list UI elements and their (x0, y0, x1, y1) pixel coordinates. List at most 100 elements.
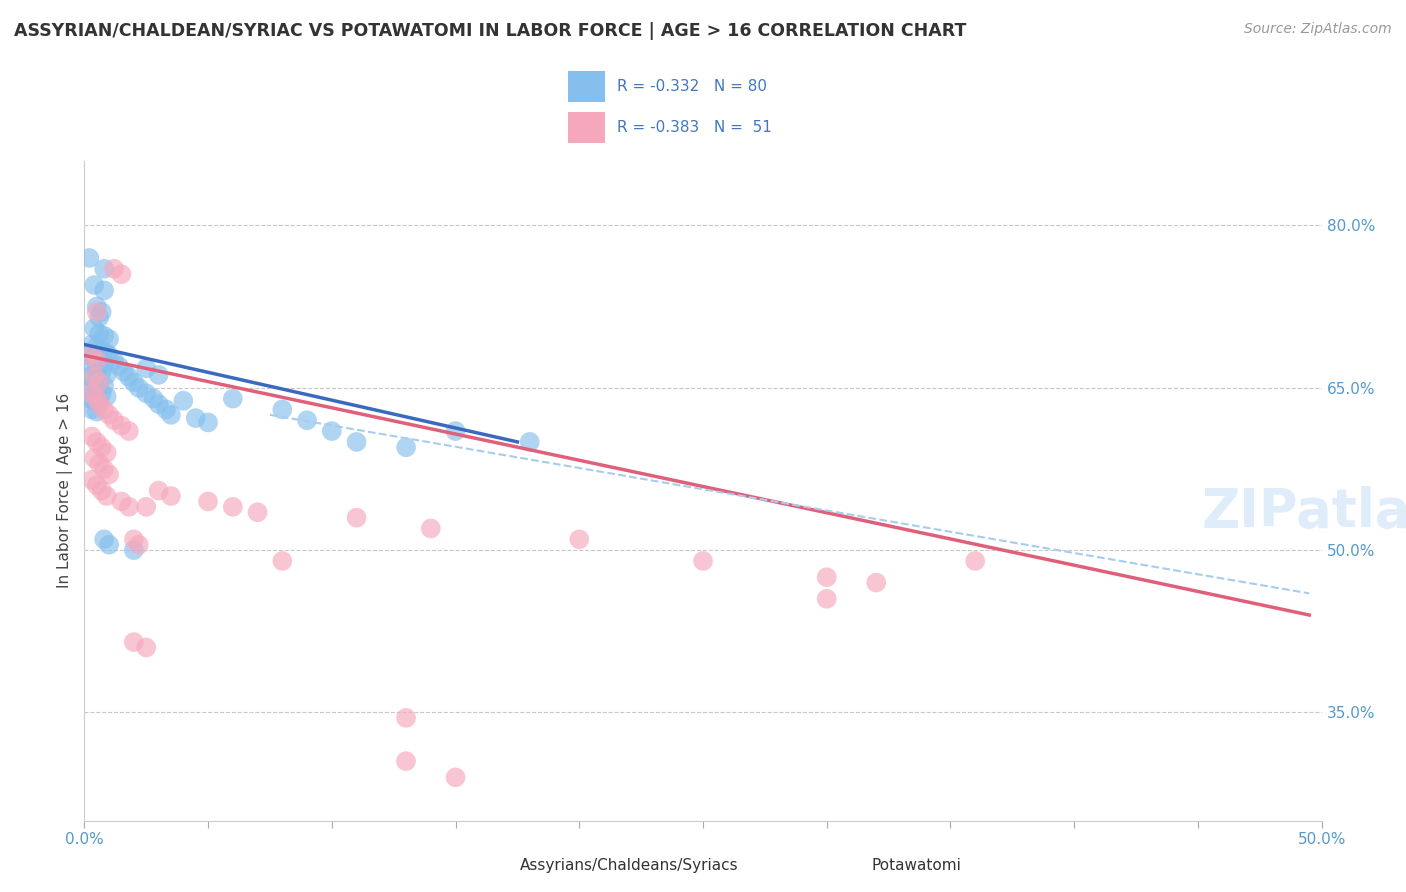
Point (93, 402, 115, 417)
Point (246, 505, 269, 519)
Point (96, 446, 118, 460)
Text: ASSYRIAN/CHALDEAN/SYRIAC VS POTAWATOMI IN LABOR FORCE | AGE > 16 CORRELATION CHA: ASSYRIAN/CHALDEAN/SYRIAC VS POTAWATOMI I… (14, 22, 966, 40)
Point (86, 392, 108, 406)
Point (86, 404, 108, 418)
Point (103, 353, 125, 368)
Point (148, 397, 170, 411)
Point (89, 376, 111, 390)
Point (118, 500, 141, 514)
Point (80, 386, 103, 401)
Point (103, 413, 125, 427)
Point (110, 418, 132, 433)
Point (90, 305, 112, 319)
Point (80, 429, 103, 443)
Point (93, 261, 115, 276)
Point (79, 251, 101, 265)
Point (112, 365, 135, 379)
Point (96, 368, 118, 382)
Point (90, 483, 112, 498)
Point (96, 346, 118, 360)
Point (197, 416, 219, 430)
Point (83, 393, 105, 408)
Point (89, 326, 111, 341)
Bar (568, 112, 605, 143)
Point (98, 408, 121, 422)
Point (395, 711, 418, 725)
Point (122, 376, 145, 390)
Point (346, 434, 368, 449)
Point (98, 332, 121, 346)
Point (79, 392, 101, 406)
Point (172, 393, 194, 408)
Point (80, 337, 103, 351)
Point (86, 478, 108, 492)
Point (89, 457, 111, 471)
Text: Assyrians/Chaldeans/Syriacs: Assyrians/Chaldeans/Syriacs (520, 858, 738, 872)
Point (321, 424, 343, 438)
Point (568, 533, 591, 547)
Text: Potawatomi: Potawatomi (872, 858, 962, 872)
Point (79, 370, 101, 384)
Point (90, 365, 112, 379)
Point (519, 434, 541, 449)
Point (122, 635, 145, 649)
Point (444, 770, 467, 784)
Point (108, 359, 131, 373)
Point (815, 591, 838, 606)
Point (96, 389, 118, 403)
Point (103, 261, 125, 276)
Point (83, 451, 105, 466)
Point (86, 305, 108, 319)
Point (815, 570, 838, 584)
Point (118, 424, 141, 438)
Point (184, 411, 207, 425)
Point (98, 538, 121, 552)
Point (89, 310, 111, 325)
Point (395, 440, 418, 454)
Point (93, 329, 115, 343)
Point (86, 353, 108, 368)
Point (122, 533, 145, 547)
Point (79, 348, 101, 362)
Point (89, 397, 111, 411)
Text: R = -0.383   N =  51: R = -0.383 N = 51 (617, 120, 772, 135)
Point (135, 500, 157, 514)
Point (148, 483, 170, 498)
Point (160, 489, 183, 503)
Point (86, 300, 108, 314)
Point (90, 386, 112, 401)
Point (93, 462, 115, 476)
Point (89, 397, 111, 411)
Point (80, 348, 103, 362)
Point (135, 386, 157, 401)
Point (148, 368, 170, 382)
Point (346, 510, 368, 524)
Text: R = -0.332   N = 80: R = -0.332 N = 80 (617, 79, 768, 94)
Point (142, 392, 165, 406)
Point (865, 575, 887, 590)
Point (128, 381, 150, 395)
Text: ZIPatlas: ZIPatlas (1201, 486, 1406, 538)
Point (395, 754, 418, 768)
Point (86, 383, 108, 397)
Point (692, 554, 714, 568)
Point (222, 392, 245, 406)
Point (83, 351, 105, 365)
Point (86, 361, 108, 376)
Point (90, 440, 112, 454)
Point (83, 321, 105, 335)
Point (83, 278, 105, 293)
Point (96, 489, 118, 503)
Point (965, 554, 987, 568)
Point (128, 538, 150, 552)
Bar (568, 71, 605, 102)
Point (90, 343, 112, 357)
Point (86, 340, 108, 354)
Point (83, 370, 105, 384)
Point (86, 434, 108, 449)
Point (135, 640, 157, 655)
Point (93, 284, 115, 298)
Point (160, 408, 183, 422)
Point (80, 473, 103, 487)
Point (122, 543, 145, 558)
